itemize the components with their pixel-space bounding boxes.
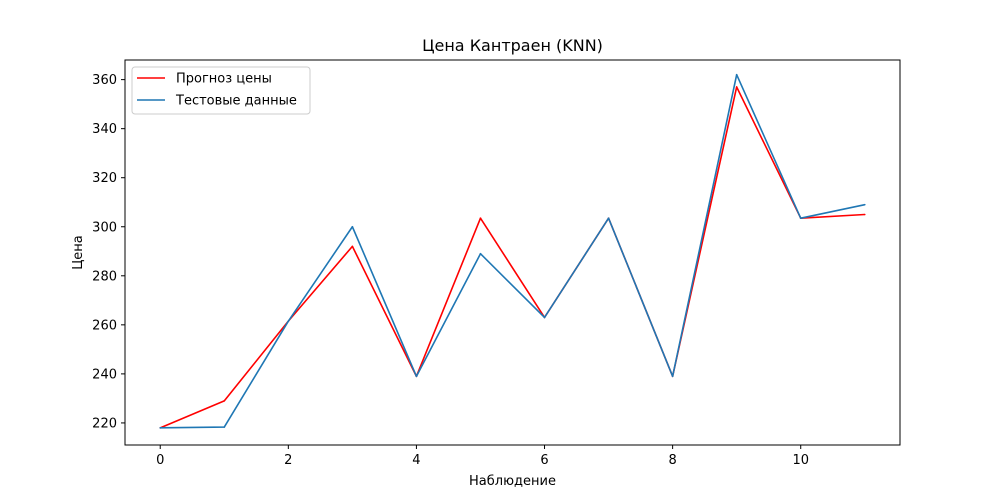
- y-tick-label: 320: [92, 171, 117, 186]
- series-2-point: [287, 320, 290, 322]
- y-axis-label: Цена: [71, 235, 86, 270]
- legend-box: [131, 66, 311, 115]
- series-2-point: [543, 316, 546, 319]
- series-line-2: [160, 73, 865, 429]
- series-2-point: [671, 375, 674, 378]
- series-2-point: [351, 225, 354, 228]
- legend: Прогноз цены Тестовые данные: [131, 66, 311, 115]
- series-2-point: [735, 73, 738, 76]
- y-tick-label: 220: [92, 416, 117, 431]
- y-tick-label: 360: [92, 73, 117, 88]
- y-tick-label: 340: [92, 122, 117, 137]
- x-axis: 0 2 4 6 8 10: [156, 445, 809, 468]
- legend-label: Тестовые данные: [175, 94, 297, 109]
- series-2-point: [479, 252, 482, 255]
- series-line-1: [159, 86, 865, 429]
- series-2-point: [223, 426, 226, 428]
- series-1-point: [863, 213, 866, 216]
- x-tick-label: 6: [540, 453, 548, 468]
- y-axis: 220 240 260 280 300 320 340 360: [92, 73, 125, 431]
- series-1-point: [479, 217, 482, 219]
- plot-frame: [124, 59, 901, 446]
- y-tick-label: 300: [92, 220, 117, 235]
- x-axis-label: Наблюдение: [469, 474, 556, 489]
- chart-title: Цена Кантраен (KNN): [422, 36, 603, 55]
- series-1-point: [351, 245, 354, 248]
- y-tick-label: 280: [92, 269, 117, 284]
- x-tick-label: 10: [792, 453, 809, 468]
- series-2-point: [415, 375, 418, 378]
- y-tick-label: 240: [92, 367, 117, 382]
- series-2-point: [863, 203, 866, 206]
- plot-lines: [159, 73, 866, 429]
- series-1-point: [735, 86, 738, 88]
- x-tick-label: 2: [284, 453, 292, 468]
- x-tick-label: 4: [412, 453, 420, 468]
- y-tick-label: 260: [92, 318, 117, 333]
- series-2-point: [799, 217, 802, 219]
- series-2-point: [159, 427, 162, 429]
- legend-label: Прогноз цены: [176, 72, 272, 87]
- x-tick-label: 0: [156, 453, 164, 468]
- series-2-point: [607, 217, 610, 219]
- series-1-point: [223, 400, 226, 402]
- x-tick-label: 8: [668, 453, 676, 468]
